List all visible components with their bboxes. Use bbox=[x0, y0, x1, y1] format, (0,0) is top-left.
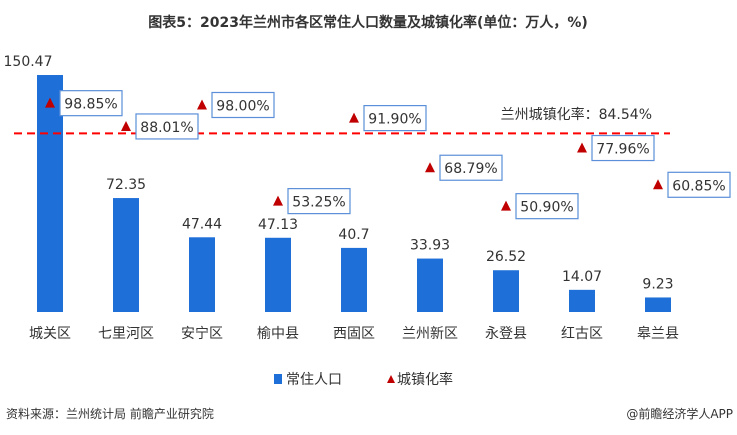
rate-label-box bbox=[135, 113, 199, 140]
legend: 常住人口 城镇化率 bbox=[274, 371, 453, 388]
category-label: 皋兰县 bbox=[637, 326, 679, 342]
bar bbox=[341, 247, 367, 312]
bar bbox=[569, 289, 595, 312]
rate-label: 50.90% bbox=[520, 200, 573, 216]
bar-value-label: 47.13 bbox=[258, 217, 298, 233]
rate-label: 88.01% bbox=[140, 120, 193, 136]
bar-value-label: 47.44 bbox=[182, 216, 222, 232]
category-label: 七里河区 bbox=[98, 326, 154, 342]
bar-value-label: 72.35 bbox=[106, 177, 146, 193]
legend-triangle-icon bbox=[387, 375, 395, 383]
triangle-marker bbox=[501, 200, 511, 211]
rate-label: 53.25% bbox=[292, 195, 345, 211]
triangle-marker bbox=[653, 179, 663, 190]
bar bbox=[265, 237, 291, 312]
category-label: 城关区 bbox=[29, 326, 71, 342]
triangle-marker bbox=[45, 97, 55, 108]
triangle-marker bbox=[425, 162, 435, 173]
legend-bar-swatch bbox=[274, 374, 282, 384]
rate-label: 68.79% bbox=[444, 161, 497, 177]
legend-urbanization: 城镇化率 bbox=[397, 371, 453, 388]
reference-line-label: 兰州城镇化率：84.54% bbox=[501, 106, 652, 123]
bar bbox=[113, 198, 139, 312]
bar bbox=[37, 75, 63, 312]
rate-label-box bbox=[591, 134, 655, 162]
category-label: 安宁区 bbox=[181, 325, 223, 342]
bar-value-label: 26.52 bbox=[486, 249, 526, 265]
category-label: 永登县 bbox=[485, 326, 527, 342]
rate-label: 60.85% bbox=[672, 178, 725, 194]
rate-label-box bbox=[439, 154, 503, 181]
rate-label: 98.00% bbox=[216, 98, 269, 114]
chart-title: 图表5：2023年兰州市各区常住人口数量及城镇化率(单位：万人，%) bbox=[148, 14, 588, 31]
rate-label-box bbox=[515, 193, 579, 220]
legend-population: 常住人口 bbox=[286, 372, 342, 388]
rate-label: 98.85% bbox=[64, 97, 117, 113]
rate-label-box bbox=[287, 188, 351, 215]
bar bbox=[417, 258, 443, 312]
rate-label-box bbox=[667, 171, 731, 198]
triangle-marker bbox=[349, 112, 359, 123]
bar bbox=[493, 270, 519, 312]
bar-value-label: 14.07 bbox=[562, 269, 602, 285]
triangle-marker bbox=[121, 120, 131, 131]
bar-value-label: 33.93 bbox=[410, 238, 450, 254]
category-label: 红古区 bbox=[561, 326, 603, 342]
source-note: 资料来源：兰州统计局 前瞻产业研究院 bbox=[6, 406, 214, 421]
bar-value-label: 40.7 bbox=[338, 227, 369, 243]
category-label: 西固区 bbox=[333, 326, 375, 342]
rate-label: 91.90% bbox=[368, 112, 421, 128]
rate-label: 77.96% bbox=[596, 142, 649, 158]
triangle-marker bbox=[273, 195, 283, 206]
rate-label-box bbox=[59, 90, 123, 117]
bar-value-label: 150.47 bbox=[4, 54, 53, 70]
bar bbox=[189, 237, 215, 312]
triangle-marker bbox=[577, 142, 587, 153]
credit: @前瞻经济学人APP bbox=[626, 406, 733, 421]
category-label: 兰州新区 bbox=[402, 326, 458, 342]
bar-value-label: 9.23 bbox=[642, 276, 673, 292]
category-label: 榆中县 bbox=[257, 326, 299, 342]
bar bbox=[645, 297, 671, 312]
rate-label-box bbox=[363, 104, 427, 132]
rate-label-box bbox=[211, 91, 275, 119]
triangle-marker bbox=[197, 99, 207, 110]
